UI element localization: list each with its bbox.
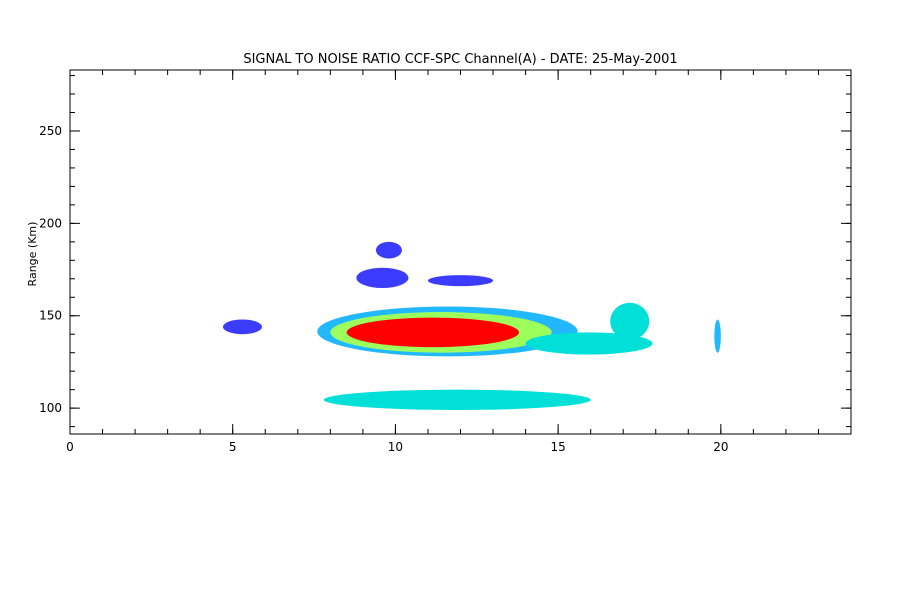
lower-layer xyxy=(323,389,591,410)
upper-blob-2 xyxy=(356,267,409,289)
plot-frame xyxy=(69,69,852,435)
tail-echo xyxy=(525,332,653,355)
y-tick-label: 200 xyxy=(39,216,62,230)
axes: 0 5 10 15 20 100 150 200 250 xyxy=(39,70,852,454)
x-tick-label: 15 xyxy=(550,440,565,454)
x-tick-label: 5 xyxy=(229,440,237,454)
x-tick-label: 20 xyxy=(713,440,728,454)
chart-title: SIGNAL TO NOISE RATIO CCF-SPC Channel(A)… xyxy=(243,52,677,67)
heatmap-layer xyxy=(222,241,721,410)
y-tick-label: 250 xyxy=(39,124,62,138)
main-echo-core xyxy=(346,317,520,348)
x-tick-label: 0 xyxy=(66,440,74,454)
x-tick-label: 10 xyxy=(388,440,403,454)
y-axis-title: Range (Km) xyxy=(26,222,39,287)
y-tick-label: 100 xyxy=(39,401,62,415)
left-band xyxy=(222,319,262,335)
upper-blob-1 xyxy=(375,241,402,259)
y-tick-label: 150 xyxy=(39,309,62,323)
upper-patch-3 xyxy=(427,275,494,287)
tail-lobe xyxy=(610,302,650,340)
right-edge-echo xyxy=(714,319,721,353)
